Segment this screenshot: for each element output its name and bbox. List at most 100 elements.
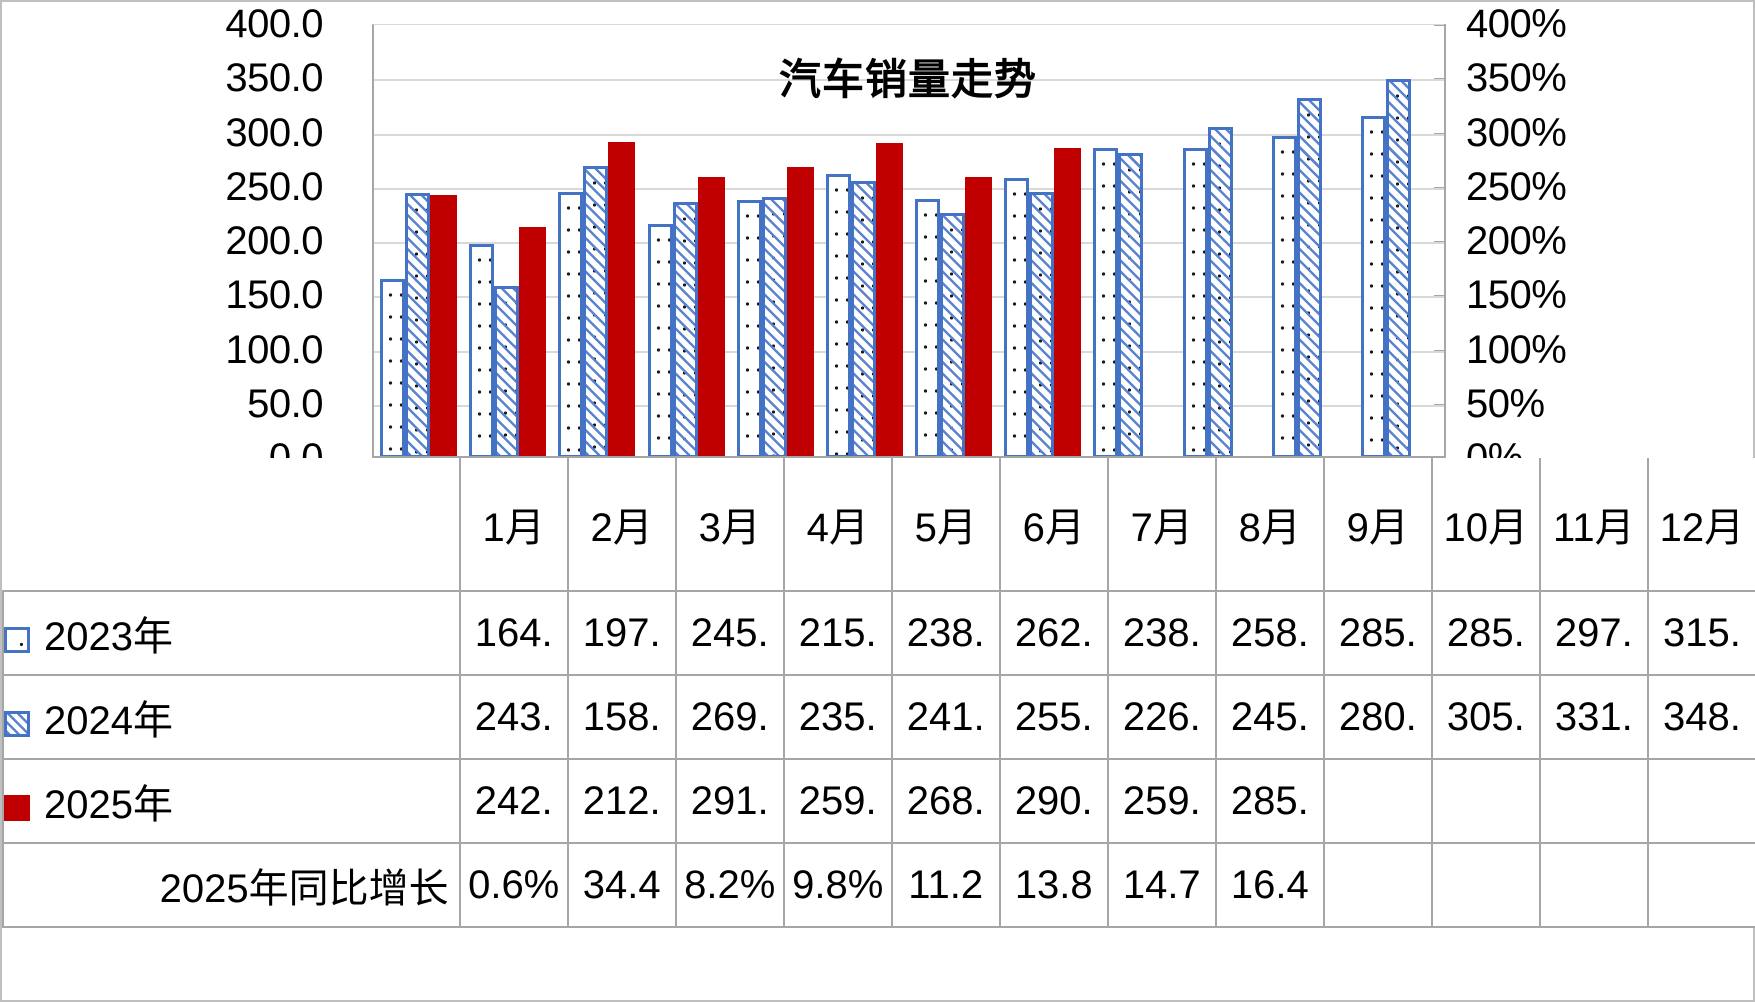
bar-2023年-3月[interactable] bbox=[558, 192, 584, 458]
left-axis-tick: 350.0 bbox=[225, 56, 323, 101]
bar-2023年-2月[interactable] bbox=[469, 244, 495, 458]
bar-2023年-4月[interactable] bbox=[647, 223, 673, 458]
bar-2023年-10月[interactable] bbox=[1182, 148, 1208, 458]
growth-cell bbox=[1538, 842, 1649, 928]
bar-2024年-2月[interactable] bbox=[494, 286, 520, 458]
bar-2023年-1月[interactable] bbox=[380, 279, 406, 458]
table-row: 2023年 164. 197. 245. 215. 238. 262. 238. 258. 285… bbox=[2, 590, 1755, 676]
bar-2024年-4月[interactable] bbox=[672, 202, 698, 458]
month-header-cell: 7月 bbox=[1106, 458, 1217, 592]
bar-2025年-5月[interactable] bbox=[786, 166, 814, 458]
left-value-axis: 400.0350.0300.0250.0200.0150.0100.050.00… bbox=[112, 2, 337, 478]
growth-cell bbox=[1646, 842, 1755, 928]
month-label: 3月 bbox=[698, 506, 761, 550]
left-axis-tick: 250.0 bbox=[225, 164, 323, 209]
bar-2025年-7月[interactable] bbox=[965, 176, 993, 458]
gridline bbox=[374, 296, 1444, 299]
month-label: 5月 bbox=[914, 506, 977, 550]
bar-2023年-8月[interactable] bbox=[1004, 177, 1030, 458]
month-label: 2月 bbox=[590, 506, 653, 550]
month-header-cell: 3月 bbox=[674, 458, 785, 592]
right-axis-tick: 300% bbox=[1466, 110, 1567, 155]
month-header-cell: 6月 bbox=[998, 458, 1109, 592]
month-header-cell: 5月 bbox=[890, 458, 1001, 592]
bar-2023年-7月[interactable] bbox=[915, 199, 941, 458]
right-axis-line bbox=[1444, 24, 1446, 460]
bar-2024年-11月[interactable] bbox=[1296, 98, 1322, 458]
chart-data-table: 1月 2月 3月 4月 5月 6月 7月 8月 9月 10月 11月 12月 2023年 164. 197.… bbox=[2, 458, 1755, 928]
bar-2025年-8月[interactable] bbox=[1054, 148, 1082, 458]
bar-2024年-5月[interactable] bbox=[761, 196, 787, 458]
month-header-cell: 9月 bbox=[1322, 458, 1433, 592]
bar-2023年-5月[interactable] bbox=[736, 199, 762, 458]
data-cell: 259. bbox=[782, 758, 893, 844]
data-cell: 226. bbox=[1106, 674, 1217, 760]
data-cell: 269. bbox=[674, 674, 785, 760]
bar-2024年-7月[interactable] bbox=[940, 212, 966, 458]
month-label: 12月 bbox=[1659, 506, 1745, 550]
bar-2024年-9月[interactable] bbox=[1118, 153, 1144, 458]
month-header-cell: 12月 bbox=[1646, 458, 1755, 592]
bar-group bbox=[1177, 25, 1266, 458]
bar-2024年-12月[interactable] bbox=[1385, 79, 1411, 458]
data-cell: 285. bbox=[1214, 758, 1325, 844]
month-header-cell: 10月 bbox=[1430, 458, 1541, 592]
bar-group bbox=[374, 25, 463, 458]
growth-cell: 0.6% bbox=[458, 842, 569, 928]
month-label: 9月 bbox=[1346, 506, 1409, 550]
growth-cell: 11.2 bbox=[890, 842, 1001, 928]
bar-2025年-4月[interactable] bbox=[697, 177, 725, 458]
bar-2024年-1月[interactable] bbox=[405, 193, 431, 458]
growth-cell: 16.4 bbox=[1214, 842, 1325, 928]
data-cell bbox=[1646, 758, 1755, 844]
bar-2025年-1月[interactable] bbox=[430, 194, 458, 458]
data-cell: 258. bbox=[1214, 590, 1325, 676]
month-label: 10月 bbox=[1443, 506, 1529, 550]
table-row-growth: 2025年同比增长 0.6% 34.4 8.2% 9.8% 11.2 13.8 14.7 16.… bbox=[2, 842, 1755, 928]
growth-cell: 8.2% bbox=[674, 842, 785, 928]
bar-2023年-9月[interactable] bbox=[1093, 147, 1119, 458]
bar-group bbox=[998, 25, 1087, 458]
right-axis-tick: 150% bbox=[1466, 273, 1567, 318]
bar-group bbox=[1266, 25, 1355, 458]
data-cell: 235. bbox=[782, 674, 893, 760]
chart-plot-area: 400.0350.0300.0250.0200.0150.0100.050.00… bbox=[2, 2, 1755, 598]
bar-2025年-3月[interactable] bbox=[608, 141, 636, 458]
bar-2023年-6月[interactable] bbox=[825, 173, 851, 458]
data-cell: 315. bbox=[1646, 590, 1755, 676]
bar-2024年-6月[interactable] bbox=[850, 181, 876, 458]
bar-2025年-6月[interactable] bbox=[875, 142, 903, 458]
legend-label: 2025年 bbox=[44, 783, 173, 827]
bar-2023年-12月[interactable] bbox=[1360, 115, 1386, 458]
legend-item-2023年[interactable]: 2023年 bbox=[2, 590, 461, 676]
bar-group bbox=[731, 25, 820, 458]
gridline bbox=[374, 187, 1444, 190]
growth-cell: 34.4 bbox=[566, 842, 677, 928]
legend-item-2024年[interactable]: 2024年 bbox=[2, 674, 461, 760]
data-cell: 331. bbox=[1538, 674, 1649, 760]
bar-2024年-8月[interactable] bbox=[1029, 191, 1055, 458]
right-axis-tick: 200% bbox=[1466, 219, 1567, 263]
data-cell: 255. bbox=[998, 674, 1109, 760]
gridline bbox=[374, 350, 1444, 353]
data-cell: 158. bbox=[566, 674, 677, 760]
data-cell: 297. bbox=[1538, 590, 1649, 676]
legend-item-2025年[interactable]: 2025年 bbox=[2, 758, 461, 844]
bar-2024年-3月[interactable] bbox=[583, 165, 609, 458]
data-cell: 238. bbox=[1106, 590, 1217, 676]
bar-2025年-2月[interactable] bbox=[519, 227, 547, 458]
bar-2024年-10月[interactable] bbox=[1207, 126, 1233, 458]
bar-2023年-11月[interactable] bbox=[1271, 135, 1297, 458]
data-cell: 212. bbox=[566, 758, 677, 844]
left-axis-tick: 400.0 bbox=[225, 2, 323, 46]
data-cell: 280. bbox=[1322, 674, 1433, 760]
right-axis-tick: 350% bbox=[1466, 56, 1567, 101]
right-axis-tick: 100% bbox=[1466, 327, 1567, 372]
data-cell: 241. bbox=[890, 674, 1001, 760]
growth-row-label: 2025年同比增长 bbox=[2, 842, 461, 928]
left-axis-tick: 100.0 bbox=[225, 327, 323, 372]
data-cell: 268. bbox=[890, 758, 1001, 844]
growth-cell: 9.8% bbox=[782, 842, 893, 928]
month-header-cell: 1月 bbox=[458, 458, 569, 592]
